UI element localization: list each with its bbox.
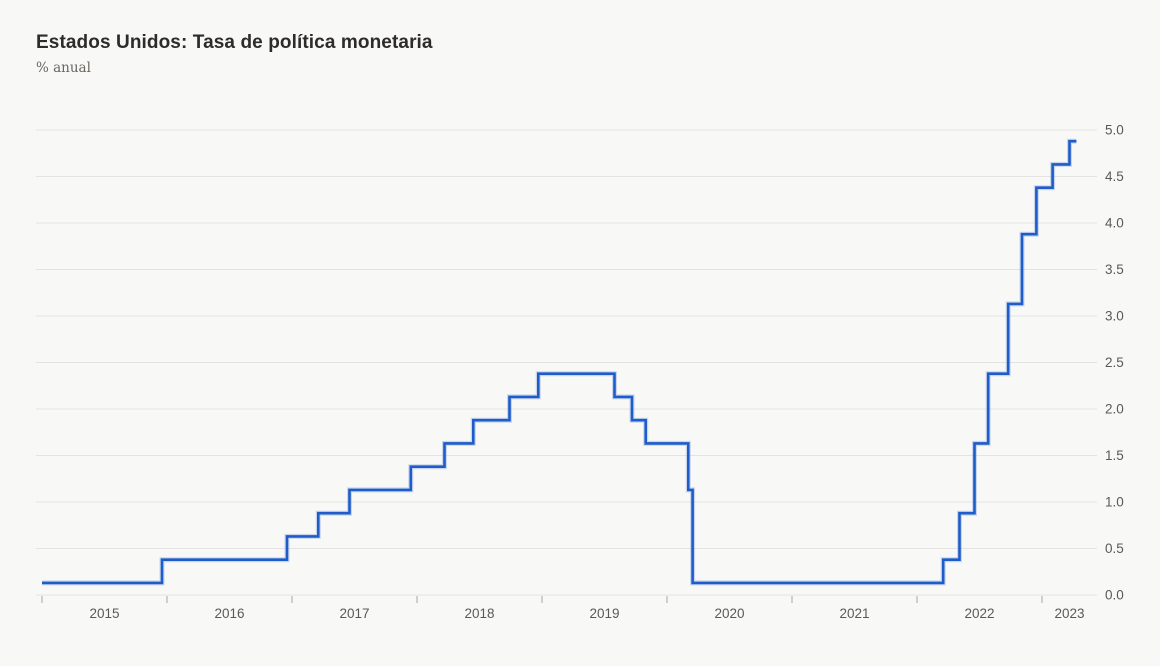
grid-lines [36,129,1097,596]
y-axis-label: 1.0 [1105,495,1124,510]
y-axis-label: 0.0 [1105,588,1124,603]
chart-title: Estados Unidos: Tasa de política monetar… [36,32,433,53]
chart-header: Estados Unidos: Tasa de política monetar… [36,32,433,76]
x-axis-label: 2022 [964,606,994,621]
x-axis-label: 2015 [89,606,119,621]
y-axis-label: 4.0 [1105,216,1124,231]
x-axis-label: 2018 [464,606,494,621]
y-axis-label: 4.5 [1105,169,1124,184]
x-axis-label: 2023 [1054,606,1084,621]
x-axis-label: 2019 [589,606,619,621]
x-axis-label: 2021 [839,606,869,621]
x-axis-label: 2017 [339,606,369,621]
y-axis-labels: 0.0 0.5 1.0 1.5 2.0 2.5 3.0 3.5 4.0 4.5 5.0 [1105,123,1124,603]
rate-step-line [42,139,1077,585]
y-axis-label: 3.5 [1105,262,1124,277]
y-axis-label: 2.0 [1105,402,1124,417]
chart-subtitle: % anual [36,60,91,76]
y-axis-label: 0.5 [1105,541,1124,556]
y-axis-label: 5.0 [1105,123,1124,138]
x-axis-label: 2020 [714,606,744,621]
y-axis-label: 2.5 [1105,355,1124,370]
y-axis-label: 1.5 [1105,448,1124,463]
x-axis-ticks [41,596,1043,603]
x-axis-labels: 2015 2016 2017 2018 2019 2020 2021 2022 2023 [89,606,1084,621]
x-axis-label: 2016 [214,606,244,621]
y-axis-label: 3.0 [1105,309,1124,324]
